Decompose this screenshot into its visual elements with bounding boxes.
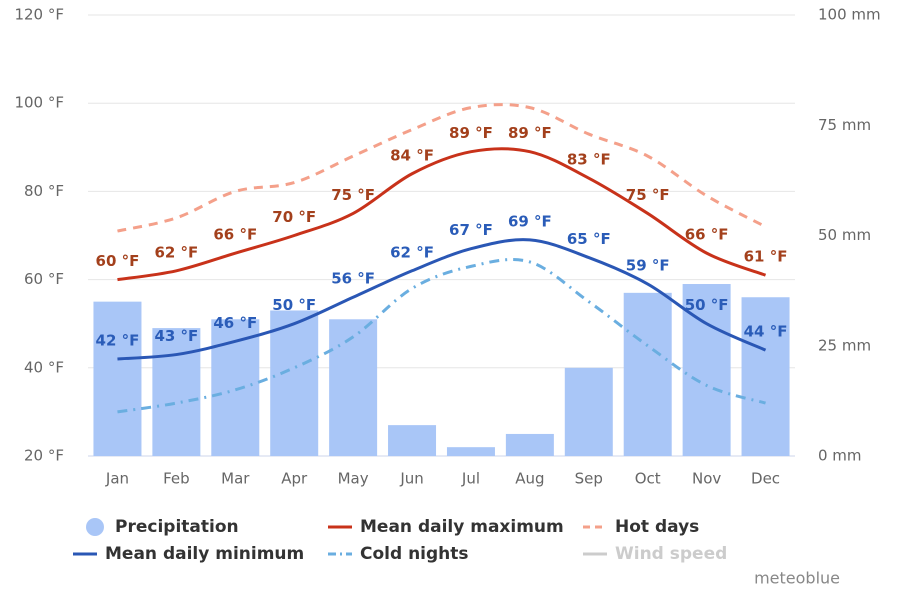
y-tick-label: 20 °F <box>24 447 64 465</box>
precip-bar <box>741 297 790 456</box>
x-tick-label: Oct <box>635 470 661 488</box>
legend-label: Mean daily minimum <box>105 544 304 564</box>
data-label: 62 °F <box>390 243 434 261</box>
y-tick-label: 100 °F <box>14 94 64 112</box>
line <box>117 103 767 233</box>
data-label: 67 °F <box>449 221 493 239</box>
data-label: 50 °F <box>272 296 316 314</box>
data-label: 70 °F <box>272 208 316 226</box>
y2-tick-label: 50 mm <box>818 226 871 244</box>
y2-tick-label: 75 mm <box>818 116 871 134</box>
data-label: 42 °F <box>96 331 140 349</box>
legend-label: Cold nights <box>360 544 469 564</box>
x-tick-label: Sep <box>575 470 603 488</box>
x-tick-label: Jul <box>461 470 480 488</box>
precip-bar <box>623 292 672 456</box>
data-label: 75 °F <box>626 186 670 204</box>
data-label: 66 °F <box>213 226 257 244</box>
x-tick-label: Nov <box>692 470 721 488</box>
data-label: 56 °F <box>331 270 375 288</box>
x-tick-label: Aug <box>515 470 544 488</box>
precip-bar <box>270 310 319 456</box>
data-label: 66 °F <box>685 226 729 244</box>
data-label: 46 °F <box>213 314 257 332</box>
precip-bar <box>446 447 495 456</box>
legend-label: Precipitation <box>115 517 239 537</box>
y2-tick-label: 25 mm <box>818 336 871 354</box>
data-label: 89 °F <box>508 124 552 142</box>
y2-tick-label: 100 mm <box>818 6 881 24</box>
legend-symbol <box>86 518 104 536</box>
precip-bar <box>505 433 554 456</box>
line <box>117 258 766 414</box>
data-label: 61 °F <box>744 248 788 266</box>
data-label: 65 °F <box>567 230 611 248</box>
y-tick-label: 60 °F <box>24 270 64 288</box>
data-label: 62 °F <box>154 243 198 261</box>
y2-tick-label: 0 mm <box>818 447 862 465</box>
legend-label: Mean daily maximum <box>360 517 564 537</box>
x-tick-label: Feb <box>163 470 190 488</box>
x-tick-label: Dec <box>751 470 780 488</box>
credit: meteoblue <box>754 569 840 588</box>
data-label: 75 °F <box>331 186 375 204</box>
line <box>117 238 767 361</box>
x-tick-label: Jun <box>399 470 423 488</box>
data-label: 50 °F <box>685 296 729 314</box>
x-tick-label: Apr <box>281 470 308 488</box>
data-label: 69 °F <box>508 212 552 230</box>
x-tick-label: Mar <box>221 470 250 488</box>
data-label: 59 °F <box>626 257 670 275</box>
x-tick-label: May <box>338 470 369 488</box>
precip-bar <box>388 425 437 456</box>
data-label: 43 °F <box>154 327 198 345</box>
precip-bar <box>564 367 613 456</box>
line <box>117 147 767 282</box>
x-tick-label: Jan <box>105 470 129 488</box>
data-label: 44 °F <box>744 323 788 341</box>
y-tick-label: 80 °F <box>24 182 64 200</box>
data-label: 83 °F <box>567 151 611 169</box>
precip-bar <box>93 301 142 456</box>
data-label: 89 °F <box>449 124 493 142</box>
data-label: 84 °F <box>390 146 434 164</box>
precip-bar <box>152 328 201 456</box>
data-label: 60 °F <box>96 252 140 270</box>
y-tick-label: 120 °F <box>14 6 64 24</box>
legend-label: Wind speed <box>615 544 727 564</box>
legend-label: Hot days <box>615 517 699 537</box>
y-tick-label: 40 °F <box>24 358 64 376</box>
precip-bar <box>329 319 378 456</box>
